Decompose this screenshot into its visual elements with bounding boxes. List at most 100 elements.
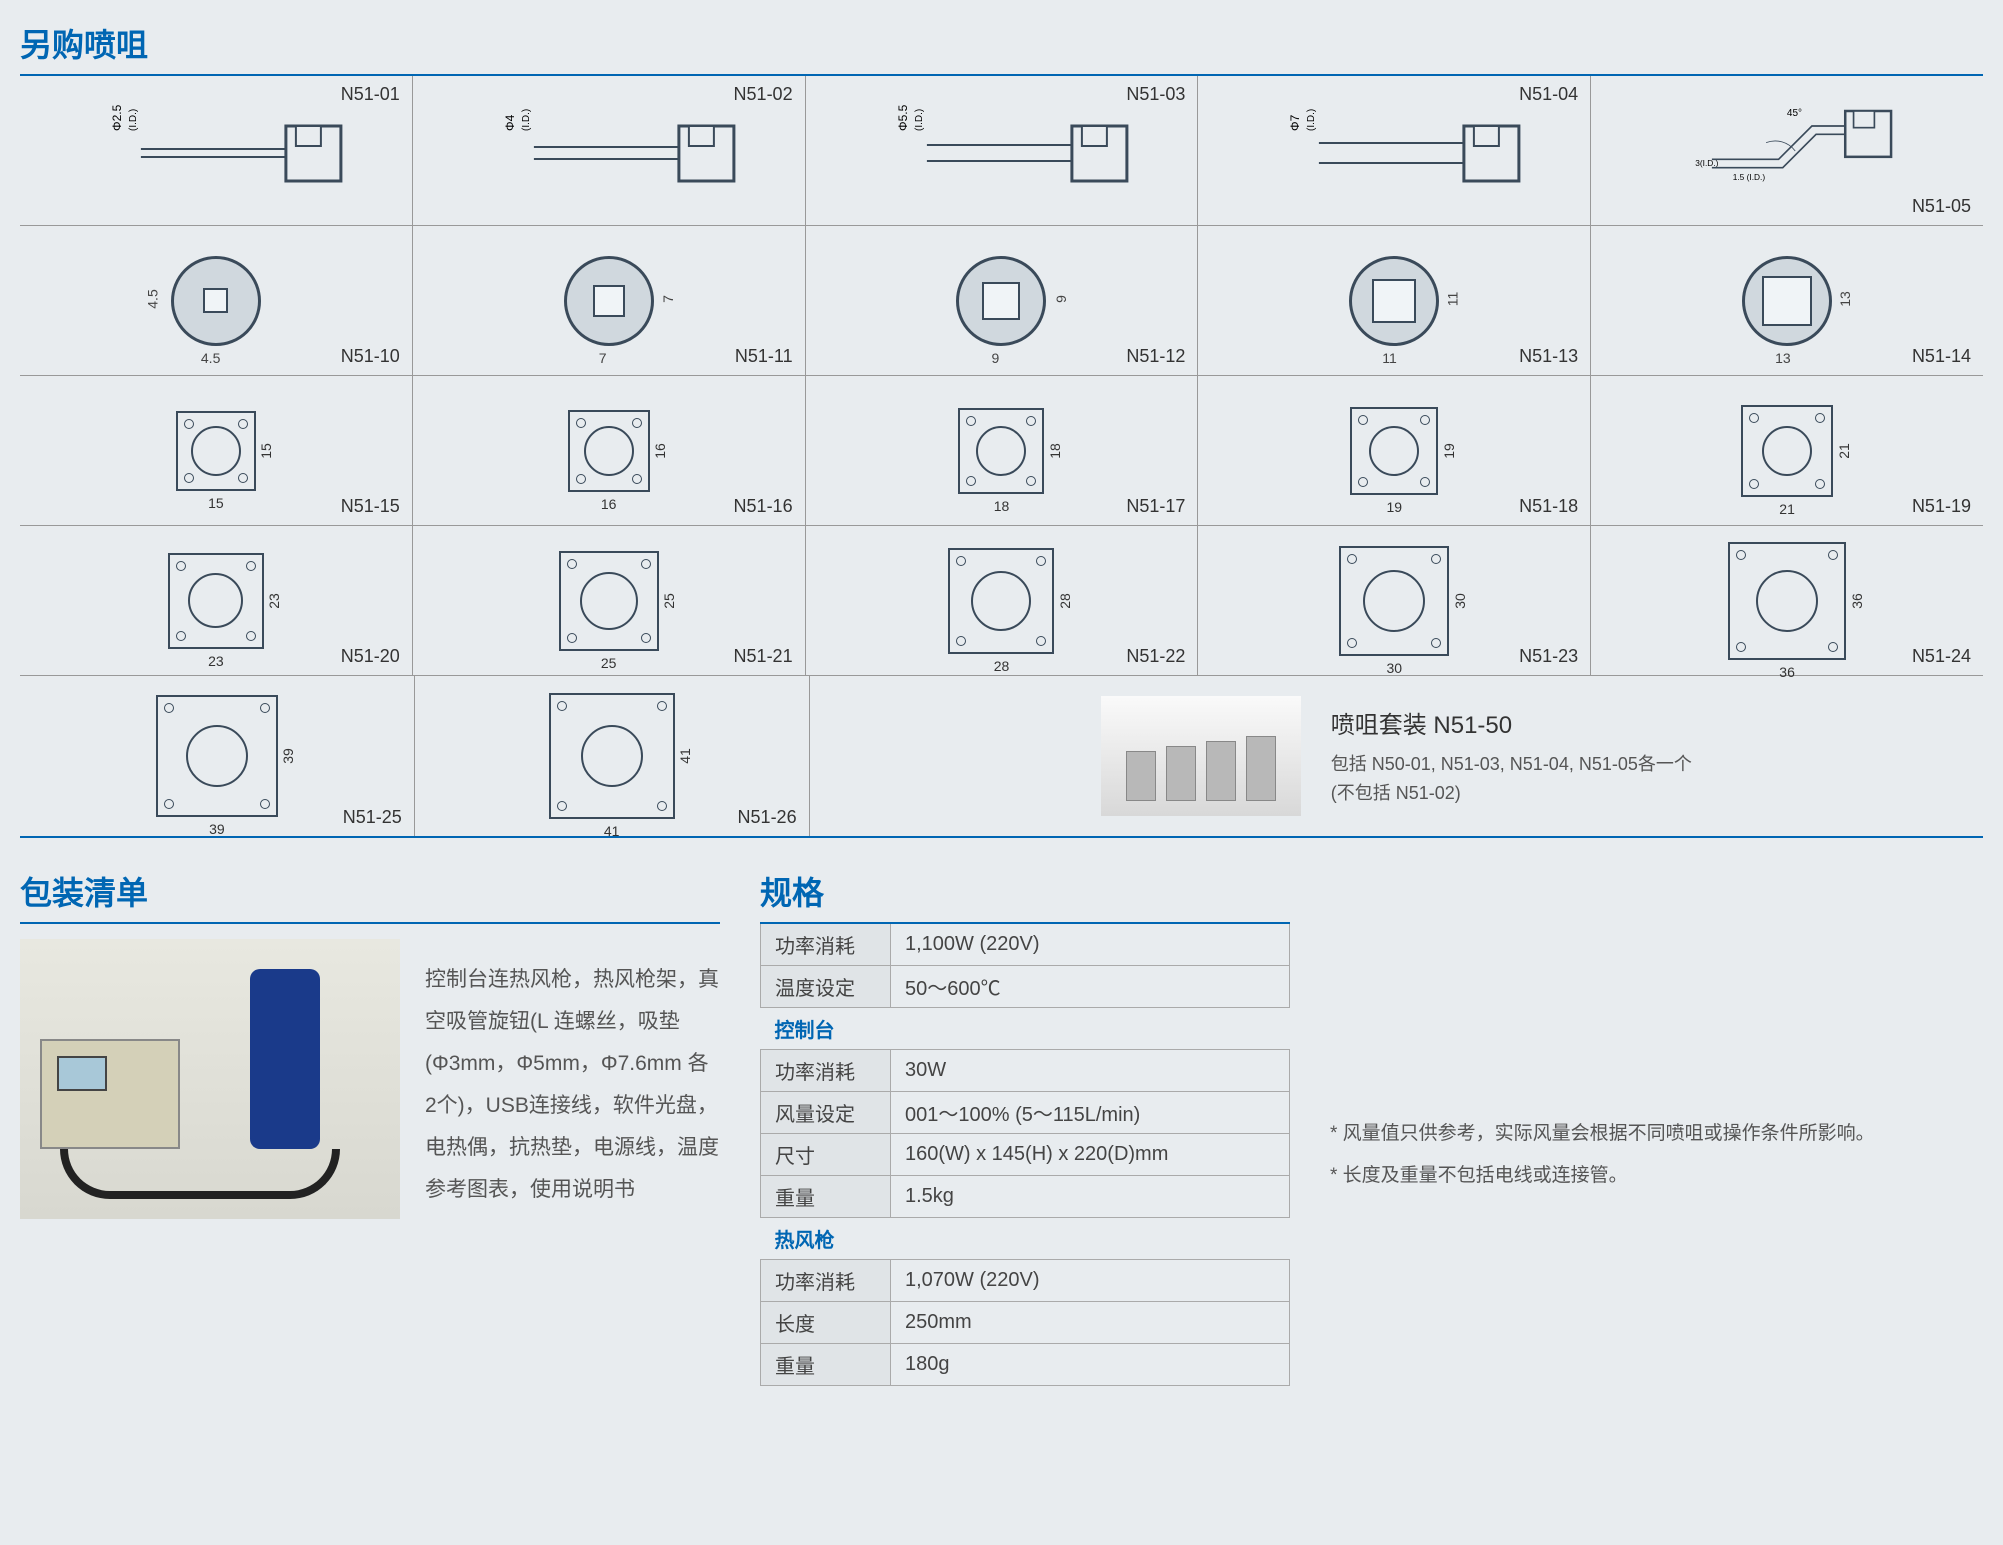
round-nozzle-icon [1349,256,1439,346]
notes: * 风量值只供参考，实际风量会根据不同喷咀或操作条件所影响。 * 长度及重量不包… [1330,868,1983,1386]
nozzle-label: N51-02 [734,84,793,105]
nozzle-label: N51-11 [735,346,793,367]
square-nozzle-icon: 15 15 [176,411,256,491]
square-nozzle-icon: 19 19 [1350,407,1438,495]
nozzle-label: N51-12 [1126,346,1185,367]
square-nozzle-icon: 30 30 [1339,546,1449,656]
nozzle-label: N51-17 [1126,496,1185,517]
tube-diagram-icon: Φ2.5 (I.D.) [28,101,404,201]
nozzle-cell: 18 18 N51-17 [806,376,1199,525]
nozzle-cell: N51-05 45° 3(I.D.) 1.5 (I.D.) [1591,76,1983,225]
tube-diagram-icon: Φ7 (I.D.) [1206,101,1582,201]
set-includes: 包括 N50-01, N51-03, N51-04, N51-05各一个 [1331,750,1692,779]
square-nozzle-icon: 36 36 [1728,542,1846,660]
square-nozzle-icon: 21 21 [1741,405,1833,497]
nozzle-label: N51-20 [341,646,400,667]
nozzle-label: N51-15 [341,496,400,517]
nozzle-label: N51-13 [1519,346,1578,367]
nozzle-set-cell: 喷咀套装 N51-50 包括 N50-01, N51-03, N51-04, N… [810,676,1983,836]
nozzle-label: N51-10 [341,346,400,367]
table-row: 风量设定001～100% (5～115L/min) [761,1092,1290,1134]
svg-text:Φ5.5: Φ5.5 [895,104,909,131]
nozzle-cell: 19 19 N51-18 [1198,376,1591,525]
table-row: 重量1.5kg [761,1176,1290,1218]
round-nozzle-icon [956,256,1046,346]
tube-diagram-icon: Φ4 (I.D.) [421,101,797,201]
note-1: * 风量值只供参考，实际风量会根据不同喷咀或操作条件所影响。 [1330,1118,1983,1150]
nozzle-label: N51-04 [1519,84,1578,105]
bent-tube-diagram-icon: 45° 3(I.D.) 1.5 (I.D.) [1599,101,1975,201]
nozzle-cell: 41 41 N51-26 [415,676,810,836]
packing-heading: 包装清单 [20,868,720,914]
tube-diagram-icon: Φ5.5 (I.D.) [814,101,1190,201]
nozzle-label: N51-01 [341,84,400,105]
nozzle-cell: 15 15 N51-15 [20,376,413,525]
set-excludes: (不包括 N51-02) [1331,779,1692,808]
nozzle-cell: 21 21 N51-19 [1591,376,1983,525]
nozzle-cell: 36 36 N51-24 [1591,526,1983,675]
round-nozzle-icon [1742,256,1832,346]
table-row: 功率消耗30W [761,1050,1290,1092]
nozzle-cell: 4.5 4.5 N51-10 [20,226,413,375]
svg-text:Φ4: Φ4 [503,114,517,131]
nozzle-cell: 7 7 N51-11 [413,226,806,375]
set-title: 喷咀套装 N51-50 [1331,705,1692,740]
nozzle-cell: N51-03 Φ5.5 (I.D.) [806,76,1199,225]
nozzle-cell: N51-01 Φ2.5 (I.D.) [20,76,413,225]
spec-subheading: 热风枪 [761,1218,1290,1260]
nozzle-label: N51-05 [1912,196,1971,217]
square-nozzle-icon: 41 41 [549,693,675,819]
nozzle-cell: 28 28 N51-22 [806,526,1199,675]
nozzle-label: N51-18 [1519,496,1578,517]
nozzle-label: N51-22 [1126,646,1185,667]
nozzle-cell: 11 11 N51-13 [1198,226,1591,375]
nozzle-row-5: 39 39 N51-25 41 41 N51-26 喷咀套装 [20,676,1983,836]
square-nozzle-icon: 25 25 [559,551,659,651]
svg-text:(I.D.): (I.D.) [1306,108,1317,130]
svg-text:Φ2.5: Φ2.5 [110,104,124,131]
spec-subheading: 控制台 [761,1008,1290,1050]
nozzle-label: N51-26 [738,807,797,828]
packing-photo [20,939,400,1219]
nozzle-grid: N51-01 Φ2.5 (I.D.) N51-02 Φ4 (I.D.) [20,74,1983,838]
round-nozzle-icon [564,256,654,346]
square-nozzle-icon: 39 39 [156,695,278,817]
nozzle-cell: 9 9 N51-12 [806,226,1199,375]
nozzle-cell: 30 30 N51-23 [1198,526,1591,675]
nozzle-label: N51-14 [1912,346,1971,367]
nozzle-cell: 39 39 N51-25 [20,676,415,836]
nozzle-cell: 13 13 N51-14 [1591,226,1983,375]
nozzle-row-2: 4.5 4.5 N51-10 7 7 N51-11 9 9 N51-12 [20,226,1983,376]
nozzle-label: N51-25 [343,807,402,828]
spec-heading: 规格 [760,868,1290,914]
table-row: 功率消耗1,100W (220V) [761,923,1290,966]
table-row: 长度250mm [761,1302,1290,1344]
svg-text:45°: 45° [1787,108,1802,119]
table-row: 尺寸160(W) x 145(H) x 220(D)mm [761,1134,1290,1176]
table-row: 温度设定50～600℃ [761,966,1290,1008]
nozzle-label: N51-21 [734,646,793,667]
nozzle-cell: N51-02 Φ4 (I.D.) [413,76,806,225]
nozzle-label: N51-19 [1912,496,1971,517]
nozzle-row-3: 15 15 N51-15 16 16 N51-16 18 18 N [20,376,1983,526]
nozzle-row-1: N51-01 Φ2.5 (I.D.) N51-02 Φ4 (I.D.) [20,76,1983,226]
table-row: 重量180g [761,1344,1290,1386]
nozzle-label: N51-24 [1912,646,1971,667]
square-nozzle-icon: 18 18 [958,408,1044,494]
note-2: * 长度及重量不包括电线或连接管。 [1330,1160,1983,1192]
packing-description: 控制台连热风枪，热风枪架，真空吸管旋钮(L 连螺丝，吸垫(Φ3mm，Φ5mm，Φ… [425,939,720,1219]
square-nozzle-icon: 16 16 [568,410,650,492]
svg-text:Φ7: Φ7 [1288,114,1302,131]
nozzle-cell: N51-04 Φ7 (I.D.) [1198,76,1591,225]
nozzle-cell: 23 23 N51-20 [20,526,413,675]
svg-text:(I.D.): (I.D.) [913,108,924,130]
nozzle-label: N51-16 [734,496,793,517]
round-nozzle-icon [171,256,261,346]
square-nozzle-icon: 23 23 [168,553,264,649]
nozzle-label: N51-03 [1126,84,1185,105]
svg-text:(I.D.): (I.D.) [521,108,532,130]
nozzles-heading: 另购喷咀 [20,20,1983,66]
nozzle-cell: 16 16 N51-16 [413,376,806,525]
table-row: 功率消耗1,070W (220V) [761,1260,1290,1302]
nozzle-label: N51-23 [1519,646,1578,667]
